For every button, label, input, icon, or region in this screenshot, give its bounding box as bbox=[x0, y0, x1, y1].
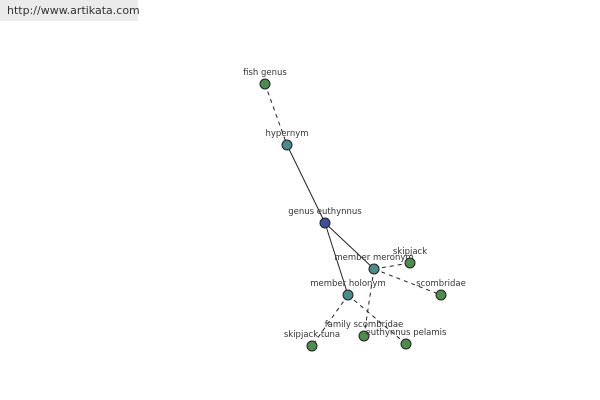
node[interactable] bbox=[306, 340, 318, 352]
node-label: member meronym bbox=[334, 253, 413, 263]
node[interactable] bbox=[400, 338, 412, 350]
node-label: skipjack tuna bbox=[284, 330, 340, 340]
edge bbox=[373, 268, 442, 296]
node-label: euthynnus pelamis bbox=[366, 328, 447, 338]
node-label: scombridae bbox=[416, 279, 466, 289]
edge bbox=[311, 294, 349, 347]
node-label: fish genus bbox=[243, 68, 287, 78]
edge bbox=[373, 262, 411, 270]
node[interactable] bbox=[342, 289, 354, 301]
node[interactable] bbox=[404, 257, 416, 269]
edges bbox=[264, 83, 442, 347]
edge bbox=[363, 268, 375, 337]
node-label: skipjack bbox=[393, 247, 427, 257]
edge bbox=[286, 144, 326, 224]
node[interactable] bbox=[435, 289, 447, 301]
node[interactable] bbox=[281, 139, 293, 151]
node-label: hypernym bbox=[265, 129, 308, 139]
nodes: fish genus hypernym genus euthynnus member … bbox=[243, 68, 466, 352]
site-url[interactable]: http://www.artikata.com bbox=[0, 0, 140, 21]
edge bbox=[324, 222, 349, 296]
node-label: member holonym bbox=[310, 279, 385, 289]
node[interactable] bbox=[368, 263, 380, 275]
edge bbox=[324, 222, 375, 270]
node-label: family scombridae bbox=[325, 320, 404, 330]
node[interactable] bbox=[358, 330, 370, 342]
node[interactable] bbox=[259, 78, 271, 90]
node-label: genus euthynnus bbox=[288, 207, 362, 217]
edge bbox=[264, 83, 288, 146]
node[interactable] bbox=[319, 217, 331, 229]
